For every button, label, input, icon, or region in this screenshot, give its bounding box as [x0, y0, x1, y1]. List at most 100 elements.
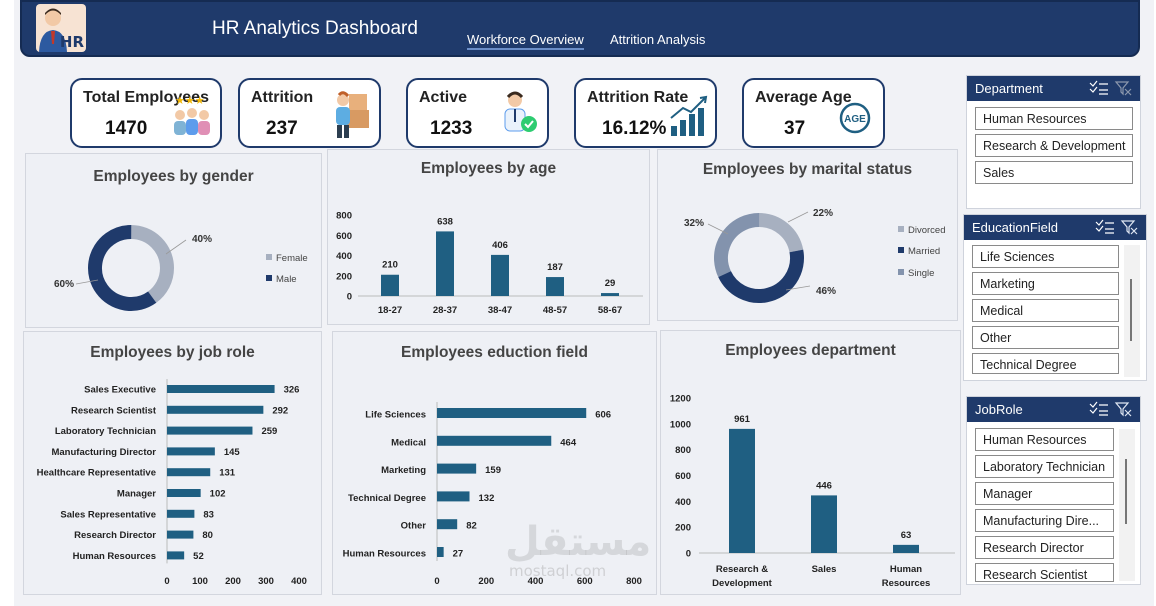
data-label: 40%	[192, 234, 212, 245]
legend-swatch	[266, 275, 272, 281]
y-tick-label: 0	[347, 292, 352, 303]
slicer-educationfield: EducationField Life Sciences Marketing M…	[963, 214, 1147, 381]
y-tick-label: Laboratory Technician	[55, 426, 156, 437]
y-tick-label: Technical Degree	[348, 493, 426, 504]
slicer-header-icons	[1095, 219, 1138, 235]
data-label: 638	[437, 216, 453, 227]
x-tick-label: 100	[192, 576, 208, 587]
age-icon-text: AGE	[844, 114, 866, 125]
data-label: 464	[560, 437, 577, 448]
slicer-item[interactable]: Technical Degree	[972, 353, 1119, 374]
slicer-item[interactable]: Medical	[972, 299, 1119, 322]
data-label: 131	[219, 468, 236, 479]
multi-select-icon[interactable]	[1089, 80, 1108, 95]
kpi-value: 1233	[430, 118, 473, 139]
x-tick-label: 18-27	[378, 305, 402, 316]
slicer-header: EducationField	[964, 215, 1146, 240]
kpi-label: Total Employees	[83, 89, 209, 106]
leader-line	[707, 223, 729, 235]
slicer-item[interactable]: Marketing	[972, 272, 1119, 295]
slicer-item[interactable]: Human Resources	[975, 107, 1133, 130]
y-tick-label: 400	[675, 497, 691, 508]
y-tick-label: Medical	[391, 437, 426, 448]
legend-swatch	[898, 247, 904, 253]
slicer-item[interactable]: Human Resources	[975, 428, 1114, 451]
x-tick-label: 38-47	[488, 305, 512, 316]
y-tick-label: Research Scientist	[71, 405, 157, 416]
slicer-scroll-thumb[interactable]	[1130, 279, 1132, 341]
data-label: 82	[466, 521, 477, 532]
header-bar: HR HR Analytics Dashboard Workforce Over…	[20, 0, 1140, 57]
panel-marital: Employees by marital status 22% 46% 32% Div…	[657, 149, 958, 321]
person-leaving-boxes-icon	[336, 91, 369, 138]
slicer-item[interactable]: Life Sciences	[972, 245, 1119, 268]
bar	[601, 293, 619, 296]
multi-select-icon[interactable]	[1089, 401, 1108, 416]
kpi-active: Active 1233	[406, 78, 549, 148]
kpi-total-employees: Total Employees 1470 ★★★	[70, 78, 222, 148]
tab-workforce-overview[interactable]: Workforce Overview	[467, 32, 584, 50]
slicer-item[interactable]: Sales	[975, 161, 1133, 184]
slicer-item[interactable]: Research Scientist	[975, 563, 1114, 582]
y-tick-label: Sales Representative	[60, 509, 156, 520]
y-tick-label: 1000	[670, 419, 691, 430]
legend-swatch	[898, 269, 904, 275]
chart-title: Employees eduction field	[401, 344, 588, 361]
x-tick-label: 0	[434, 576, 439, 587]
legend-label: Married	[908, 246, 940, 257]
slicer-item[interactable]: Manager	[975, 482, 1114, 505]
multi-select-icon[interactable]	[1095, 219, 1114, 234]
legend-swatch	[266, 254, 272, 260]
data-label: 132	[479, 493, 495, 504]
data-label: 606	[595, 410, 611, 421]
x-tick-label: 600	[577, 576, 593, 587]
chart-title: Employees by age	[420, 160, 557, 177]
data-label: 961	[734, 414, 751, 425]
clear-filter-icon[interactable]	[1120, 220, 1138, 235]
dashboard-title: HR Analytics Dashboard	[212, 18, 418, 39]
leader-line	[165, 239, 187, 255]
data-label: 83	[203, 509, 214, 520]
bar	[437, 547, 444, 557]
bar	[436, 231, 454, 296]
slicer-item[interactable]: Research & Development	[975, 134, 1133, 157]
y-tick-label: 800	[675, 445, 691, 456]
slicer-item[interactable]: Laboratory Technician	[975, 455, 1114, 478]
x-tick-label: Research &	[716, 564, 768, 575]
y-tick-label: Marketing	[381, 465, 426, 476]
data-label: 32%	[684, 218, 704, 229]
data-label: 210	[382, 260, 398, 271]
legend-label: Female	[276, 253, 308, 264]
data-label: 446	[816, 480, 832, 491]
data-label: 406	[492, 240, 508, 251]
data-label: 27	[453, 549, 464, 560]
data-label: 159	[485, 465, 501, 476]
y-tick-label: 600	[675, 471, 691, 482]
bar	[381, 274, 399, 296]
x-tick-label: 800	[626, 576, 642, 587]
bar	[437, 491, 470, 502]
slicer-item[interactable]: Research Director	[975, 536, 1114, 559]
chart-title: Employees by gender	[93, 168, 254, 185]
y-tick-label: Life Sciences	[365, 410, 426, 421]
slicer-item[interactable]: Other	[972, 326, 1119, 349]
education-bar-chart: 0 200 400 600 800 606 Life Sciences 464 Medical 1…	[343, 402, 642, 587]
slicer-scroll-thumb[interactable]	[1125, 459, 1127, 524]
slicer-department: Department Human Resources Research & De…	[966, 75, 1141, 209]
clear-filter-icon[interactable]	[1114, 81, 1132, 96]
clear-filter-icon[interactable]	[1114, 402, 1132, 417]
slicer-jobrole: JobRole Human Resources Laboratory Techn…	[966, 396, 1141, 585]
bar	[167, 468, 211, 477]
data-label: 326	[284, 385, 300, 396]
slicer-item[interactable]: Manufacturing Dire...	[975, 509, 1114, 532]
tab-attrition-analysis[interactable]: Attrition Analysis	[610, 32, 706, 47]
hr-logo-icon: HR	[36, 4, 86, 52]
x-tick-label: Resources	[882, 578, 931, 589]
legend-label: Male	[276, 274, 297, 285]
x-tick-label: Sales	[812, 564, 837, 575]
y-tick-label: 0	[686, 549, 691, 560]
kpi-attrition: Attrition 237	[238, 78, 381, 148]
panel-age: Employees by age 0 200 400 600 800 210 18-27 63…	[327, 149, 650, 325]
slicer-scrollbar[interactable]	[1119, 429, 1135, 581]
slicer-scrollbar[interactable]	[1124, 245, 1140, 377]
